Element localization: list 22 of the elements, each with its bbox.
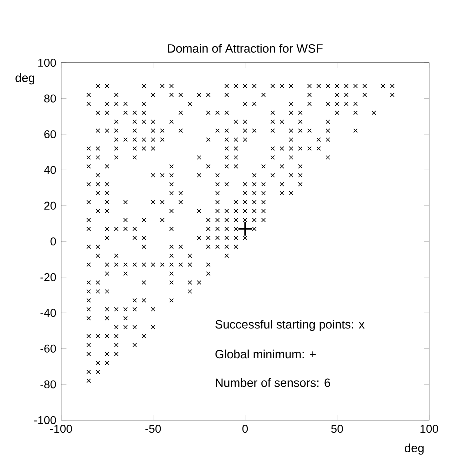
y-tick-label: -100 bbox=[34, 416, 56, 424]
chart-title: Domain of Attraction for WSF bbox=[168, 44, 323, 53]
y-tick-label: 80 bbox=[44, 94, 56, 103]
x-tick-label: 50 bbox=[331, 425, 344, 434]
annotation: Successful starting points: x bbox=[216, 320, 365, 332]
y-tick-label: 0 bbox=[50, 238, 56, 246]
y-tick-label: 60 bbox=[44, 130, 56, 138]
y-tick-label: -40 bbox=[40, 309, 56, 318]
y-tick-label: 20 bbox=[44, 202, 56, 210]
y-axis-title: deg bbox=[16, 73, 35, 85]
y-tick-label: 40 bbox=[44, 166, 56, 174]
y-tick-label: -60 bbox=[40, 344, 56, 353]
y-tick-label: -20 bbox=[40, 273, 56, 282]
x-tick-label: -50 bbox=[146, 425, 162, 434]
x-axis-title: deg bbox=[405, 444, 424, 455]
x-tick-label: -100 bbox=[50, 425, 72, 434]
x-tick-label: 0 bbox=[242, 425, 248, 434]
y-tick-label: 100 bbox=[38, 58, 56, 67]
annotation: Number of sensors: 6 bbox=[216, 378, 330, 388]
x-tick-label: 100 bbox=[420, 425, 438, 434]
y-tick-label: -80 bbox=[40, 380, 56, 389]
annotation: Global minimum: + bbox=[216, 350, 316, 359]
